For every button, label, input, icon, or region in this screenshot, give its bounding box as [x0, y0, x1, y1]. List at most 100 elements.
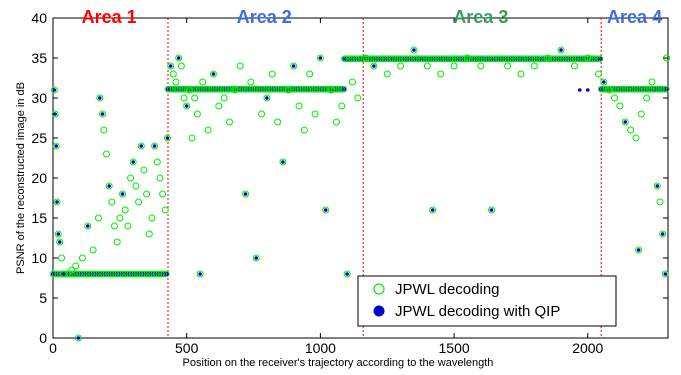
- jpwl-point: [56, 238, 64, 246]
- jpwl-band-point: [335, 85, 343, 93]
- jpwl-band-point: [150, 270, 158, 278]
- jpwl-band-point: [456, 55, 464, 63]
- jpwl-point: [183, 102, 191, 110]
- qip-point: [56, 232, 61, 236]
- jpwl-band-point: [133, 270, 141, 278]
- jpwl-point: [119, 190, 127, 198]
- jpwl-band-point: [181, 85, 189, 93]
- jpwl-band-point: [131, 270, 139, 278]
- jpwl-band-point: [480, 55, 488, 63]
- jpwl-band-point: [662, 85, 670, 93]
- jpwl-band-point: [360, 55, 368, 63]
- jpwl-band-point: [287, 85, 295, 93]
- jpwl-band-point: [545, 55, 553, 63]
- legend-label-jpwl: JPWL decoding: [395, 281, 500, 298]
- jpwl-band-point: [391, 55, 399, 63]
- qip-point: [61, 272, 66, 276]
- jpwl-band-point: [107, 270, 115, 278]
- jpwl-point: [188, 134, 196, 142]
- jpwl-point: [124, 222, 132, 230]
- qip-point: [318, 56, 323, 60]
- jpwl-band-point: [560, 55, 567, 63]
- jpwl-point: [600, 78, 608, 86]
- jpwl-point: [175, 54, 183, 62]
- jpwl-band-point: [219, 85, 227, 93]
- jpwl-band-point: [340, 85, 348, 93]
- jpwl-band-point: [398, 55, 406, 63]
- jpwl-band-point: [71, 270, 79, 278]
- jpwl-point: [159, 190, 167, 198]
- jpwl-band-point: [277, 85, 285, 93]
- jpwl-band-point: [638, 85, 646, 93]
- qip-point: [76, 336, 81, 340]
- jpwl-band-point: [355, 55, 363, 63]
- jpwl-band-point: [478, 55, 486, 63]
- jpwl-band-point: [263, 85, 271, 93]
- qip-point: [323, 208, 328, 212]
- jpwl-point: [429, 206, 437, 214]
- jpwl-point: [225, 118, 233, 126]
- jpwl-band-point: [171, 85, 179, 93]
- jpwl-band-point: [166, 85, 174, 93]
- jpwl-point: [648, 78, 656, 86]
- jpwl-band-point: [521, 55, 529, 63]
- qip-point: [254, 256, 259, 260]
- jpwl-band-point: [507, 55, 514, 63]
- jpwl-band-point: [141, 270, 148, 278]
- jpwl-band-point: [562, 55, 570, 63]
- jpwl-band-point: [403, 55, 411, 63]
- jpwl-band-point: [227, 85, 234, 93]
- jpwl-band-point: [323, 85, 331, 93]
- jpwl-point: [172, 78, 180, 86]
- jpwl-band-point: [526, 55, 534, 63]
- jpwl-band-point: [304, 85, 311, 93]
- jpwl-point: [348, 78, 356, 86]
- area-label-2: Area 2: [237, 7, 292, 27]
- jpwl-band-point: [377, 55, 384, 63]
- jpwl-band-point: [176, 85, 184, 93]
- jpwl-band-point: [270, 85, 278, 93]
- jpwl-band-point: [372, 55, 380, 63]
- jpwl-band-point: [523, 55, 531, 63]
- jpwl-band-point: [121, 270, 129, 278]
- jpwl-band-point: [222, 85, 230, 93]
- jpwl-band-point: [357, 55, 365, 63]
- jpwl-band-point: [458, 55, 466, 63]
- jpwl-point: [242, 190, 250, 198]
- jpwl-point: [167, 62, 175, 70]
- jpwl-band-point: [299, 85, 307, 93]
- jpwl-band-point: [650, 85, 658, 93]
- jpwl-band-point: [434, 55, 442, 63]
- jpwl-band-point: [509, 55, 517, 63]
- jpwl-band-point: [468, 55, 476, 63]
- y-tick-label: 5: [39, 290, 47, 306]
- jpwl-band-point: [437, 55, 445, 63]
- jpwl-band-point: [550, 55, 558, 63]
- jpwl-band-point: [248, 85, 256, 93]
- jpwl-band-point: [502, 55, 510, 63]
- jpwl-band-point: [631, 85, 639, 93]
- jpwl-band-point: [593, 55, 601, 63]
- jpwl-point: [274, 118, 282, 126]
- jpwl-band-point: [557, 55, 565, 63]
- jpwl-band-point: [596, 55, 603, 63]
- jpwl-band-point: [231, 85, 239, 93]
- jpwl-point: [89, 246, 97, 254]
- jpwl-point: [517, 70, 525, 78]
- jpwl-band-point: [153, 270, 160, 278]
- jpwl-point: [653, 182, 661, 190]
- jpwl-band-point: [253, 85, 261, 93]
- jpwl-band-point: [511, 55, 519, 63]
- jpwl-band-point: [535, 55, 543, 63]
- jpwl-point: [98, 110, 106, 118]
- jpwl-point: [488, 206, 496, 214]
- jpwl-band-point: [325, 85, 333, 93]
- jpwl-band-point: [588, 55, 596, 63]
- jpwl-point: [477, 62, 485, 70]
- qip-point: [243, 192, 248, 196]
- jpwl-band-point: [95, 270, 103, 278]
- jpwl-band-point: [619, 85, 627, 93]
- jpwl-point: [383, 70, 391, 78]
- jpwl-band-point: [540, 55, 548, 63]
- qip-point: [152, 144, 157, 148]
